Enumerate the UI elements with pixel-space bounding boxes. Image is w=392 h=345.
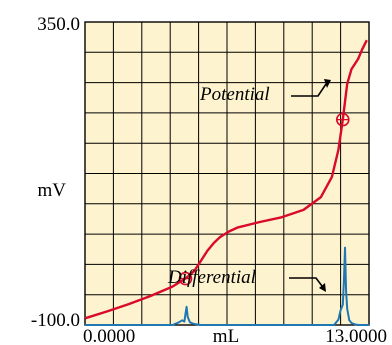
potential-line <box>84 39 368 320</box>
grid-lines <box>85 22 369 325</box>
x-tick-label-right: 13.0000 <box>325 326 387 345</box>
equivalence-markers <box>178 112 350 286</box>
differential-annotation-arrow <box>289 277 326 292</box>
y-tick-label-bottom: -100.0 <box>31 310 80 331</box>
potential-annotation-label: Potential <box>199 84 270 105</box>
differential-annotation-label: Differential <box>167 267 256 288</box>
y-axis-label: mV <box>38 180 67 201</box>
potential-annotation-arrow <box>291 79 331 97</box>
x-axis-label: mL <box>213 326 239 345</box>
y-tick-label-top: 350.0 <box>37 14 80 35</box>
differential-line <box>85 246 369 326</box>
x-tick-label-left: 0.0000 <box>83 326 135 345</box>
